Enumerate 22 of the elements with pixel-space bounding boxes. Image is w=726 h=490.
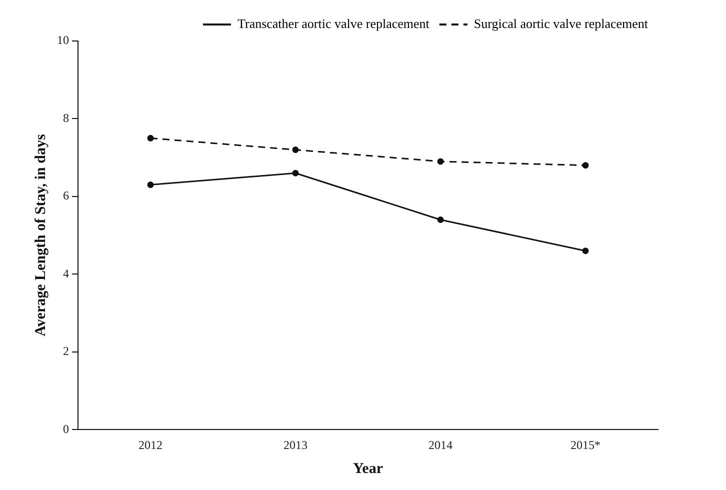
point <box>292 146 299 154</box>
point <box>582 248 589 254</box>
y-tick-label: 6 <box>63 188 69 203</box>
point <box>292 170 299 176</box>
y-tick-label: 8 <box>63 110 69 125</box>
x-axis-title: Year <box>353 460 384 477</box>
point <box>147 182 154 188</box>
legend-label: Surgical aortic valve replacement <box>474 16 648 31</box>
x-tick-label: 2013 <box>284 438 308 452</box>
y-tick-label: 0 <box>63 422 69 436</box>
y-tick-label: 4 <box>63 266 69 280</box>
point <box>437 158 444 165</box>
x-tick-label: 2012 <box>138 438 162 452</box>
legend-label: Transcather aortic valve replacement <box>238 16 430 31</box>
x-tick-label: 2014 <box>428 438 452 452</box>
y-tick-label: 10 <box>57 33 69 48</box>
point <box>582 162 589 169</box>
x-tick-label: 2015* <box>570 438 600 452</box>
y-tick-label: 2 <box>63 344 69 358</box>
point <box>437 216 444 224</box>
y-axis-title: Average Length of Stay, in days <box>32 134 49 336</box>
point <box>147 134 154 142</box>
